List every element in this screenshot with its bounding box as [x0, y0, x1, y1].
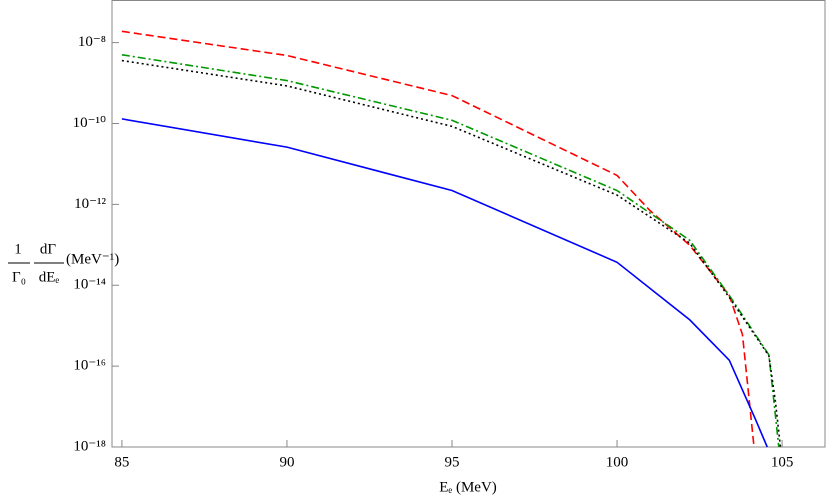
x-label: Eₑ (MeV) [439, 479, 497, 495]
y-tick-label: 10⁻¹⁰ [73, 115, 106, 131]
y-tick-label: 10⁻¹² [74, 196, 106, 212]
y-label-unit: (MeV⁻¹) [66, 251, 119, 267]
y-label-den1: Γ₀ [12, 269, 26, 285]
y-label-num1: 1 [14, 241, 22, 257]
series-line [121, 59, 782, 448]
series-line [121, 53, 780, 448]
x-tick-label: 85 [114, 454, 129, 470]
plot-frame [111, 0, 826, 448]
y-tick-label: 10⁻¹⁶ [73, 358, 106, 374]
y-tick-label: 10⁻¹⁴ [73, 277, 106, 293]
x-tick-label: 90 [279, 454, 294, 470]
y-tick-label: 10⁻¹⁸ [73, 438, 106, 454]
series-line [121, 118, 768, 448]
x-tick-label: 100 [606, 454, 629, 470]
x-tick-label: 105 [771, 454, 794, 470]
x-tick-label: 95 [444, 454, 459, 470]
y-tick-label: 10⁻⁸ [78, 34, 106, 50]
y-label-den2: dEₑ [39, 269, 60, 285]
y-label-num2: dΓ [40, 241, 57, 257]
series-line [121, 30, 755, 448]
